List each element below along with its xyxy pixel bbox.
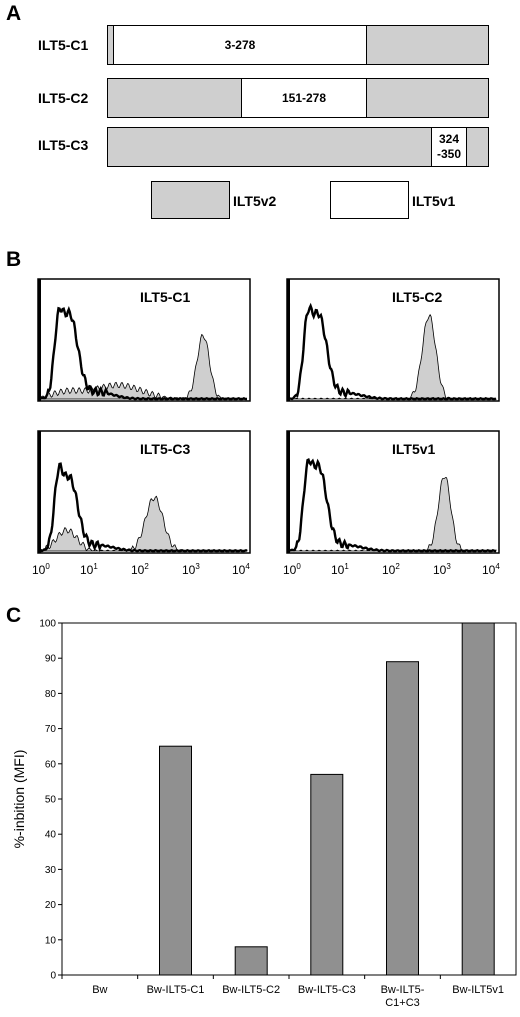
histogram-ilt5v1 xyxy=(286,430,500,554)
legend-swatch-ilt5v2 xyxy=(151,181,230,219)
histogram-title-ilt5v1: ILT5v1 xyxy=(392,441,436,457)
construct-bar-c1: 3-278 xyxy=(107,25,489,65)
bar-bw-ilt5-c1-c3 xyxy=(386,661,419,976)
x-tick-label: Bw-ILT5-C2 xyxy=(222,984,280,996)
x-tick-label: Bw-ILT5v1 xyxy=(452,984,504,996)
control-histogram xyxy=(289,302,497,401)
positive-stain-histogram xyxy=(289,477,497,552)
y-tick-label: 80 xyxy=(45,689,57,700)
x-tick-label: 101 xyxy=(331,562,349,577)
histogram-title-c3: ILT5-C3 xyxy=(140,441,191,457)
positive-stain-histogram xyxy=(40,495,248,552)
histogram-graphics xyxy=(37,278,500,554)
segment-label-line2: -350 xyxy=(436,147,462,161)
segment-label-line1: 324 xyxy=(438,132,460,146)
inhibition-bar-chart: 0 10 20 30 40 50 60 70 80 90 100 Bw Bw-ILT5-C1 Bw-ILT… xyxy=(11,619,517,1009)
legend-label-ilt5v2: ILT5v2 xyxy=(233,193,277,209)
positive-stain-histogram xyxy=(40,333,247,400)
y-tick-label: 100 xyxy=(39,619,56,630)
x-tick-label: 104 xyxy=(482,562,500,577)
segment-label: 3-278 xyxy=(224,37,256,52)
x-tick-label: 102 xyxy=(131,562,149,577)
x-tick-label: 101 xyxy=(80,562,98,577)
construct-segment-ilt5v1: 151-278 xyxy=(241,79,367,117)
control-histogram xyxy=(41,462,248,553)
construct-name-c2: ILT5-C2 xyxy=(38,90,89,106)
x-tick-label: Bw xyxy=(92,984,107,996)
x-tick-label: 100 xyxy=(32,562,50,577)
x-tick-label: Bw-ILT5-C1 xyxy=(147,984,205,996)
panel-label-a: A xyxy=(6,2,22,25)
bar-bw-ilt5v1 xyxy=(461,622,495,976)
bar-bw-ilt5-c1 xyxy=(159,745,192,976)
histogram-title-c2: ILT5-C2 xyxy=(392,289,443,305)
y-tick-label: 40 xyxy=(45,830,57,841)
segment-label: 151-278 xyxy=(281,90,327,105)
histogram-ilt5-c3 xyxy=(37,430,251,554)
y-tick-label: 0 xyxy=(50,971,56,982)
y-tick-label: 20 xyxy=(45,900,57,911)
histogram-ilt5-c2 xyxy=(286,278,500,402)
y-tick-label: 10 xyxy=(45,935,57,946)
histogram-ilt5-c1 xyxy=(37,278,251,402)
panel-label-b: B xyxy=(6,248,22,271)
construct-bar-c2: 151-278 xyxy=(107,78,489,118)
y-tick-label: 30 xyxy=(45,865,57,876)
construct-segment-ilt5v1: 3-278 xyxy=(113,26,367,64)
x-tick-label: 102 xyxy=(382,562,400,577)
construct-name-c1: ILT5-C1 xyxy=(38,37,89,53)
x-tick-label: 103 xyxy=(433,562,451,577)
bar-bw-ilt5-c2 xyxy=(234,946,268,976)
construct-bar-c3: 324 -350 xyxy=(107,127,489,167)
y-axis-label: %-inbition (MFI) xyxy=(11,750,27,849)
x-tick-label: Bw-ILT5- xyxy=(381,984,425,996)
y-tick-label: 50 xyxy=(45,795,57,806)
legend-swatch-ilt5v1 xyxy=(330,181,409,219)
construct-segment-ilt5v1: 324 -350 xyxy=(431,128,467,166)
y-tick-label: 90 xyxy=(45,654,57,665)
control-histogram xyxy=(289,458,496,553)
positive-stain-histogram xyxy=(289,313,496,400)
plot-area xyxy=(61,622,517,976)
x-tick-label: 104 xyxy=(232,562,250,577)
construct-name-c3: ILT5-C3 xyxy=(38,137,89,153)
x-tick-label: 100 xyxy=(283,562,301,577)
x-tick-label: C1+C3 xyxy=(385,997,420,1009)
y-tick-label: 70 xyxy=(45,724,57,735)
panel-label-c: C xyxy=(6,604,22,627)
bar-bw-ilt5-c3 xyxy=(310,773,344,976)
control-histogram xyxy=(40,305,247,401)
y-tick-label: 60 xyxy=(45,759,57,770)
histogram-title-c1: ILT5-C1 xyxy=(140,289,191,305)
x-tick-label: 103 xyxy=(182,562,200,577)
x-tick-label: Bw-ILT5-C3 xyxy=(298,984,356,996)
legend-label-ilt5v1: ILT5v1 xyxy=(412,193,456,209)
